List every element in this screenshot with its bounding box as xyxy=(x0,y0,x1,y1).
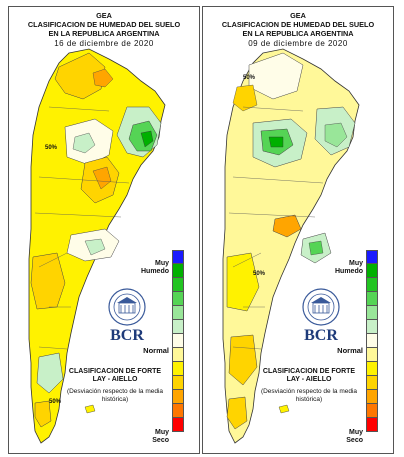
bcr-logo-text: BCR xyxy=(110,327,144,344)
legend-swatch-2 xyxy=(366,264,378,278)
legend-swatch-4 xyxy=(366,292,378,306)
legend-swatch-13 xyxy=(172,418,184,432)
bolsa-comercio-seal-icon xyxy=(302,288,340,326)
map-title-line2: CLASIFICACION DE HUMEDAD DEL SUELO xyxy=(27,20,181,29)
moisture-legend xyxy=(366,250,378,432)
legend-swatch-7 xyxy=(366,334,378,348)
classification-method: CLASIFICACION DE FORTE LAY - AIELLO xyxy=(262,368,356,383)
legend-label-normal: Normal xyxy=(337,346,363,355)
legend-swatch-6 xyxy=(366,320,378,334)
legend-swatch-1 xyxy=(366,250,378,264)
legend-swatch-11 xyxy=(366,390,378,404)
map-title-line2: CLASIFICACION DE HUMEDAD DEL SUELO xyxy=(221,20,375,29)
legend-label-muy-humedo: Muy Humedo xyxy=(141,260,169,275)
legend-swatch-4 xyxy=(172,292,184,306)
legend-swatch-12 xyxy=(172,404,184,418)
legend-swatch-10 xyxy=(172,376,184,390)
contour-label-50-center: 50% xyxy=(253,271,266,277)
map-title-gea: GEA xyxy=(290,11,306,20)
map-panel-left: 50% 50% GEA CLASIFICACION DE HUMEDAD DEL… xyxy=(8,6,200,454)
bolsa-comercio-seal-icon xyxy=(108,288,146,326)
classification-description: (Desviación respecto de la media históri… xyxy=(260,388,358,403)
legend-swatch-5 xyxy=(366,306,378,320)
legend-label-muy-seco: Muy Seco xyxy=(152,429,169,444)
soil-moisture-map: 50% 50% xyxy=(222,48,360,444)
legend-swatch-3 xyxy=(172,278,184,292)
legend-swatch-5 xyxy=(172,306,184,320)
legend-swatch-8 xyxy=(172,348,184,362)
legend-swatch-7 xyxy=(172,334,184,348)
legend-label-muy-humedo: Muy Humedo xyxy=(335,260,363,275)
bcr-logo-text: BCR xyxy=(304,327,338,344)
legend-swatch-6 xyxy=(172,320,184,334)
map-date: 16 de diciembre de 2020 xyxy=(54,39,154,48)
legend-label-muy-seco: Muy Seco xyxy=(346,429,363,444)
legend-swatch-9 xyxy=(172,362,184,376)
contour-label-50-south: 50% xyxy=(49,399,62,405)
map-title-line3: EN LA REPUBLICA ARGENTINA xyxy=(48,29,160,38)
legend-swatch-3 xyxy=(366,278,378,292)
legend-swatch-1 xyxy=(172,250,184,264)
map-title-gea: GEA xyxy=(96,11,112,20)
legend-label-normal: Normal xyxy=(143,346,169,355)
contour-label-50: 50% xyxy=(45,145,58,151)
soil-moisture-map: 50% 50% xyxy=(28,48,166,444)
legend-swatch-2 xyxy=(172,264,184,278)
legend-swatch-8 xyxy=(366,348,378,362)
contour-label-50: 50% xyxy=(243,75,256,81)
moisture-legend xyxy=(172,250,184,432)
legend-swatch-10 xyxy=(366,376,378,390)
legend-swatch-12 xyxy=(366,404,378,418)
map-panel-right: 50% 50% GEA CLASIFICACION DE HUMEDAD DEL… xyxy=(202,6,394,454)
legend-swatch-13 xyxy=(366,418,378,432)
malvinas-islands xyxy=(84,404,96,414)
malvinas-islands xyxy=(278,404,290,414)
map-date: 09 de diciembre de 2020 xyxy=(248,39,348,48)
classification-method: CLASIFICACION DE FORTE LAY - AIELLO xyxy=(68,368,162,383)
classification-description: (Desviación respecto de la media históri… xyxy=(66,388,164,403)
map-title-line3: EN LA REPUBLICA ARGENTINA xyxy=(242,29,354,38)
legend-swatch-11 xyxy=(172,390,184,404)
legend-swatch-9 xyxy=(366,362,378,376)
